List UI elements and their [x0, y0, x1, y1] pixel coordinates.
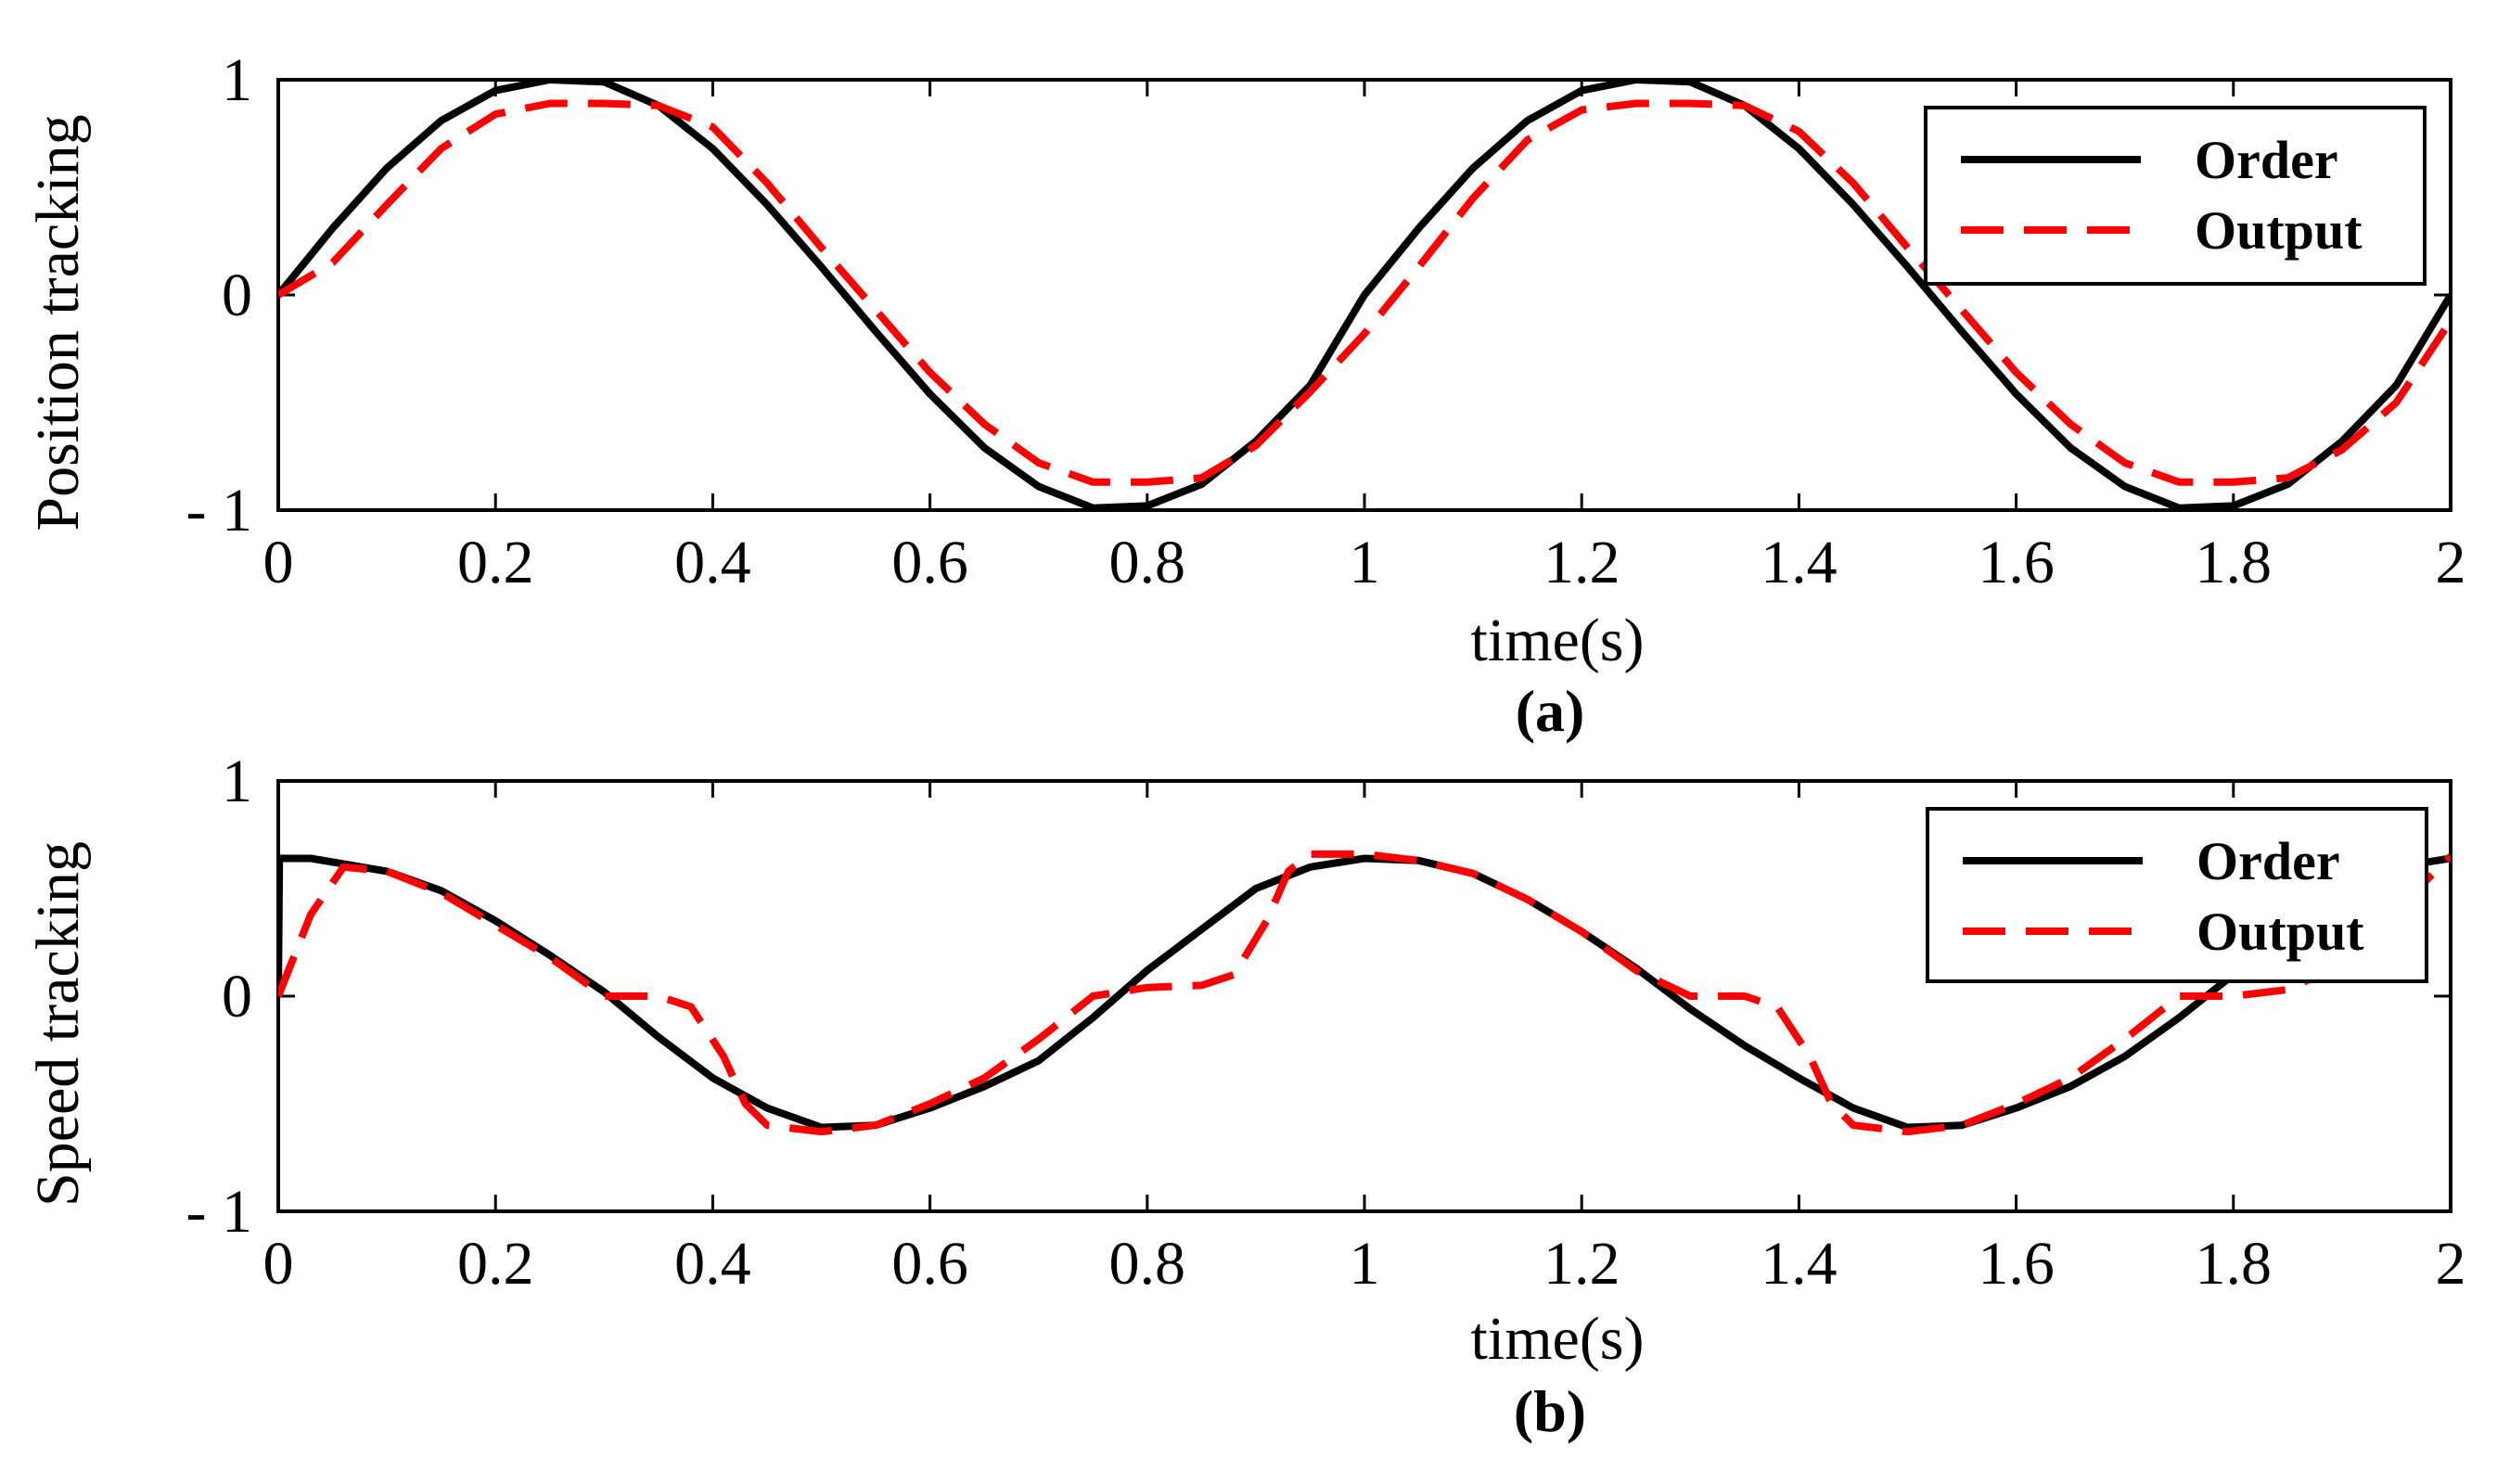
y-tick-label: 1 [222, 748, 252, 815]
x-tick-label: 1.6 [1978, 1230, 2055, 1298]
legend-label-output: Output [2196, 902, 2364, 962]
y-tick-label: 0 [222, 963, 252, 1030]
x-tick-label: 1.2 [1543, 1230, 1620, 1298]
y-tick-label: 1 [222, 46, 252, 114]
y-axis-label: Speed tracking [24, 841, 92, 1207]
x-tick-label: 1.8 [2196, 1230, 2273, 1298]
panel-a-position-tracking: 0 0.2 0.4 0.6 0.8 1 1.2 1.4 1.6 1.8 2- 101time(s)P… [24, 46, 2466, 744]
series-line-order [278, 854, 2451, 1132]
series-line-output [278, 99, 2451, 486]
x-tick-label: 0.8 [1109, 1230, 1186, 1298]
x-tick-label: 1.6 [1978, 529, 2055, 596]
x-tick-label: 0.6 [891, 529, 968, 596]
x-tick-label: 1 [1350, 529, 1380, 596]
series-line-order [278, 80, 2451, 510]
y-tick-label: - 1 [186, 477, 252, 544]
x-tick-label: 0.6 [891, 1230, 968, 1298]
panel-caption: (b) [1514, 1378, 1586, 1444]
x-tick-label: 1 [1350, 1230, 1380, 1298]
legend-box [1924, 106, 2427, 286]
panel-caption: (a) [1516, 678, 1585, 744]
x-tick-label: 1.2 [1543, 529, 1620, 596]
x-tick-label: 2 [2436, 529, 2466, 596]
legend: Order Output [1924, 106, 2427, 286]
x-tick-label: 0 [263, 1230, 294, 1298]
legend-label-output: Output [2195, 200, 2363, 261]
panel-b-speed-tracking: 0 0.2 0.4 0.6 0.8 1 1.2 1.4 1.6 1.8 2- 101time(s)S… [24, 748, 2466, 1444]
y-tick-label: 0 [222, 262, 252, 329]
legend-label-order: Order [2195, 130, 2338, 190]
y-tick-label: - 1 [186, 1178, 252, 1246]
x-tick-label: 0.4 [674, 1230, 751, 1298]
x-axis-label: time(s) [1471, 607, 1645, 674]
x-tick-label: 0.2 [457, 1230, 534, 1298]
series-line-output [278, 850, 2451, 1136]
y-axis-label: Position tracking [24, 114, 92, 531]
x-tick-label: 2 [2436, 1230, 2466, 1298]
legend-label-order: Order [2196, 831, 2340, 891]
x-tick-label: 1.4 [1761, 1230, 1838, 1298]
x-tick-label: 0 [263, 529, 294, 596]
x-tick-label: 0.4 [674, 529, 751, 596]
legend: Order Output [1926, 807, 2428, 983]
legend-box [1926, 807, 2428, 983]
x-tick-label: 0.2 [457, 529, 534, 596]
x-tick-label: 0.8 [1109, 529, 1186, 596]
x-tick-label: 1.4 [1761, 529, 1838, 596]
x-axis-label: time(s) [1471, 1305, 1645, 1373]
x-tick-label: 1.8 [2196, 529, 2273, 596]
